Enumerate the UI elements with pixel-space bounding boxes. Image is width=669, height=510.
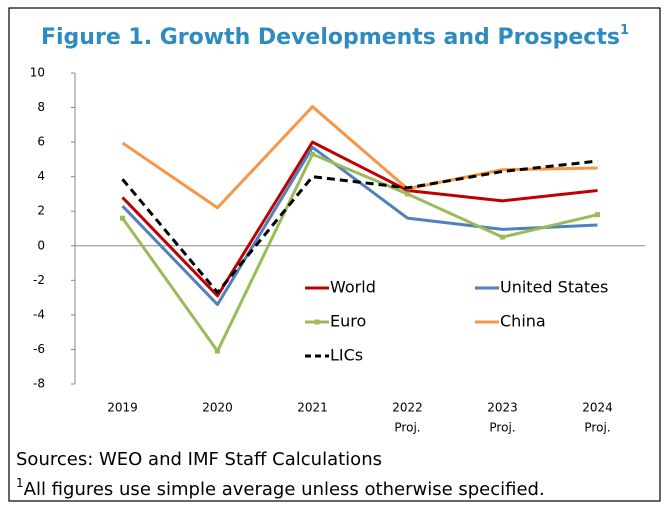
footnote-marker: 1 (16, 476, 24, 490)
y-tick-label: 0 (37, 238, 45, 252)
legend-label: China (500, 312, 546, 331)
y-tick-label: 4 (37, 169, 45, 183)
y-tick-label: -2 (33, 273, 45, 287)
series-line (121, 140, 598, 298)
x-tick-sublabel: Proj. (394, 421, 420, 435)
y-tick-label: -8 (33, 377, 45, 391)
x-tick-sublabel: Proj. (584, 421, 610, 435)
x-tick-label: 2019 (107, 401, 138, 415)
marker (310, 151, 315, 157)
y-tick-label: -4 (33, 307, 45, 321)
frame (8, 7, 661, 502)
marker (215, 348, 220, 354)
y-tick-label: 2 (37, 204, 45, 218)
legend-label: Euro (330, 312, 366, 331)
legend-label: United States (500, 278, 608, 297)
series-line (121, 159, 598, 294)
x-tick-label: 2023 (487, 401, 518, 415)
series-line (121, 105, 598, 210)
y-tick-label: 10 (30, 66, 45, 80)
y-tick-label: 8 (37, 100, 45, 114)
marker (500, 234, 505, 240)
series-line (121, 152, 598, 353)
y-tick-label: 6 (37, 135, 45, 149)
marker (595, 212, 600, 218)
x-tick-label: 2022 (392, 401, 423, 415)
title-text: Figure 1. Growth Developments and Prospe… (41, 25, 620, 50)
title-superscript: 1 (620, 23, 629, 38)
legend-label: LICs (330, 346, 363, 365)
footnote: 1All figures use simple average unless o… (16, 476, 545, 501)
x-tick-label: 2021 (297, 401, 328, 415)
footnote-text: All figures use simple average unless ot… (24, 479, 545, 500)
legend-label: World (330, 278, 376, 297)
x-tick-sublabel: Proj. (489, 421, 515, 435)
sources: Sources: WEO and IMF Staff Calculations (16, 449, 382, 470)
marker (405, 191, 410, 197)
legend-marker (314, 319, 320, 325)
marker (120, 215, 125, 221)
x-tick-label: 2024 (582, 401, 613, 415)
y-tick-label: -6 (33, 342, 45, 356)
x-tick-label: 2020 (202, 401, 233, 415)
chart-title: Figure 1. Growth Developments and Prospe… (41, 23, 629, 51)
